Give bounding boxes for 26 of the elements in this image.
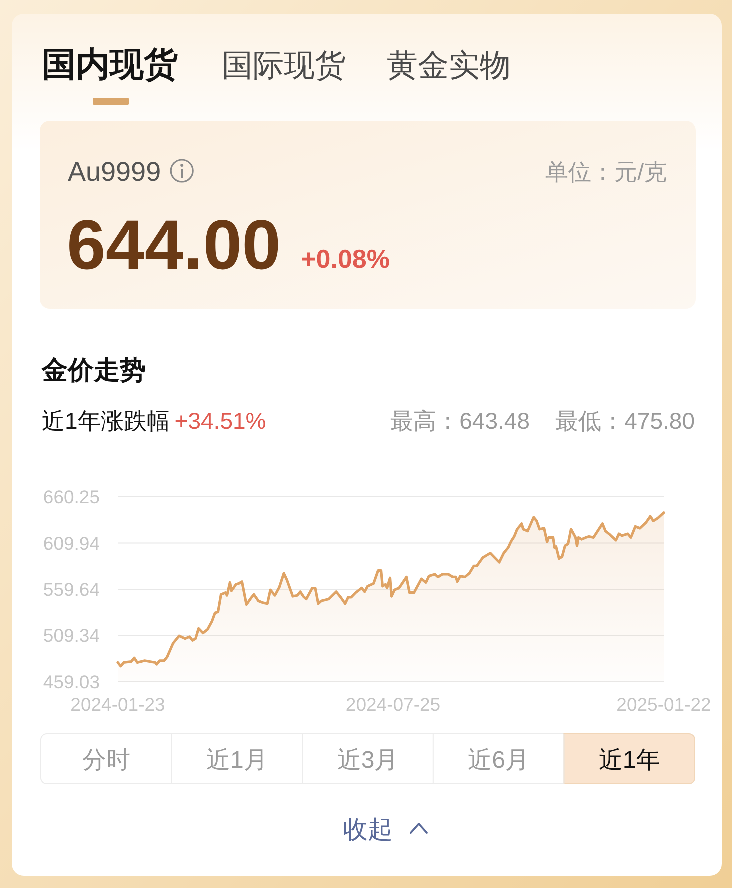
y-tick-label: 660.25	[43, 486, 100, 508]
text: 收起	[343, 816, 393, 844]
x-tick-label: 2024-07-25	[346, 694, 441, 715]
text: Au9999	[68, 157, 162, 187]
x-tick-label: 2025-01-22	[616, 694, 712, 715]
x-tick-label: 2024-01-23	[70, 694, 166, 715]
text: 国内现货	[42, 46, 178, 84]
y-tick-label: 459.03	[43, 672, 100, 692]
text: 黄金实物	[387, 48, 511, 83]
text: 最低：475.80	[556, 408, 695, 434]
text: 近1年	[598, 747, 660, 774]
y-tick-label: 559.64	[43, 579, 100, 600]
text: 644.00	[67, 206, 282, 284]
text: 分时	[82, 747, 130, 774]
text: 国际现货	[222, 48, 346, 83]
y-tick-label: 609.94	[43, 532, 100, 554]
text: 近1年涨跌幅	[42, 408, 170, 434]
text: 近6月	[468, 747, 530, 774]
text: 最高：643.48	[390, 408, 530, 434]
text: 近3月	[337, 747, 399, 774]
text: +0.08%	[301, 244, 390, 274]
text: +34.51%	[174, 408, 266, 434]
text: 单位：元/克	[546, 159, 667, 185]
text: 近1月	[206, 747, 268, 774]
y-tick-label: 509.34	[43, 625, 100, 646]
chart-title: 金价走势	[41, 355, 146, 385]
